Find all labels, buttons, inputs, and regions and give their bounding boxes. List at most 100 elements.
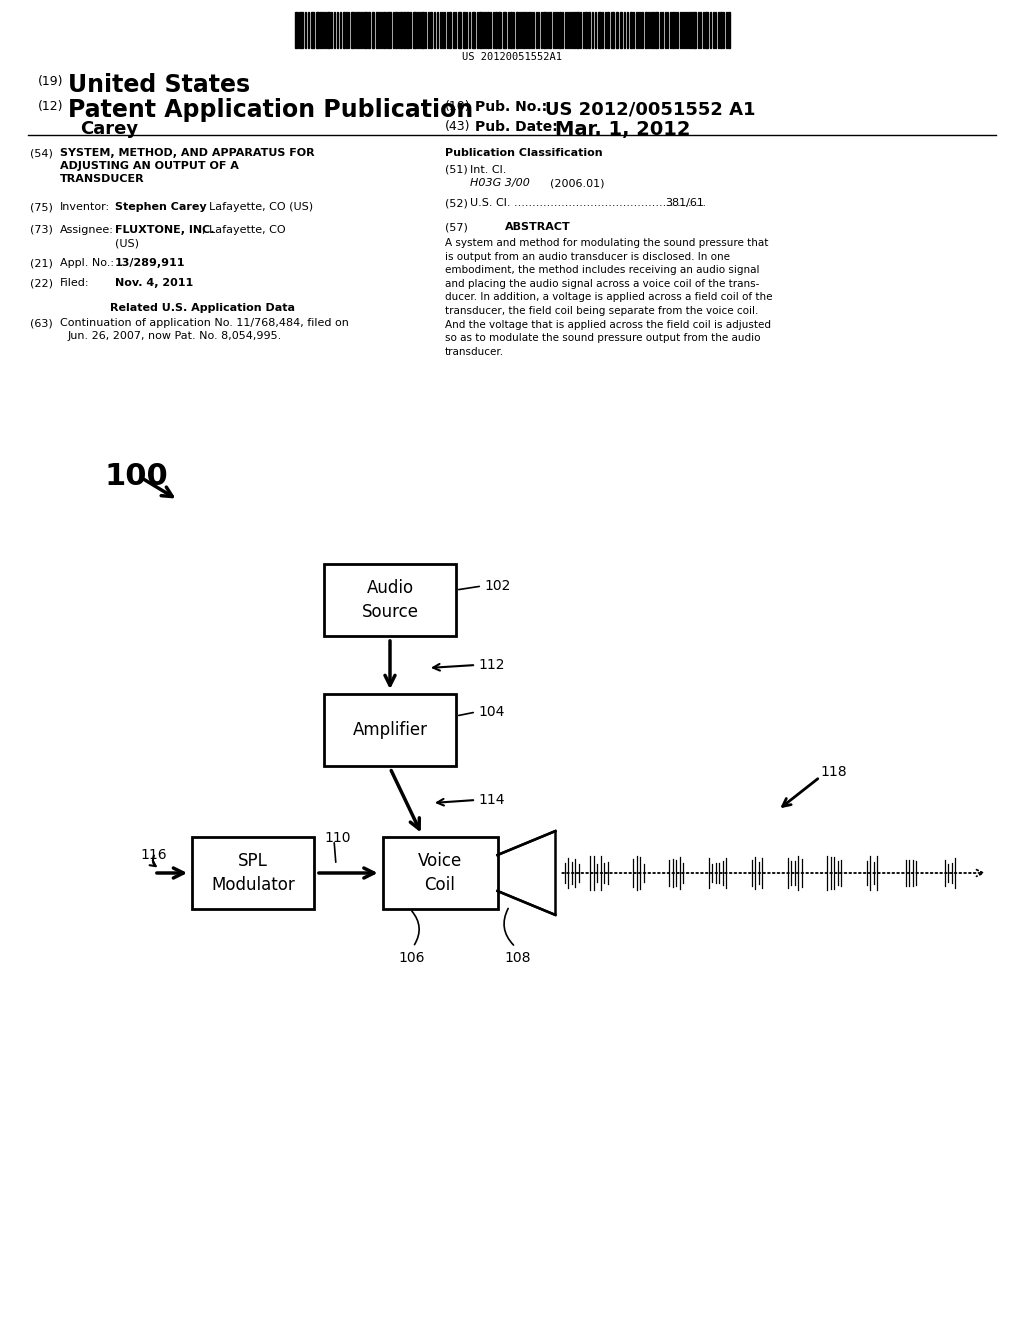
Bar [311, 12, 314, 48]
Bar [383, 837, 498, 909]
Text: 102: 102 [484, 579, 510, 593]
Text: Patent Application Publication: Patent Application Publication [68, 98, 473, 121]
Bar [549, 12, 551, 48]
Bar [498, 12, 501, 48]
Bar [324, 694, 456, 766]
Text: Assignee:: Assignee: [60, 224, 114, 235]
Text: Nov. 4, 2011: Nov. 4, 2011 [115, 279, 194, 288]
Bar [528, 12, 530, 48]
Bar [295, 12, 297, 48]
Bar [607, 12, 609, 48]
Text: (73): (73) [30, 224, 53, 235]
Text: (2006.01): (2006.01) [550, 178, 604, 187]
Bar [388, 12, 391, 48]
Bar [458, 12, 461, 48]
Text: , Lafayette, CO (US): , Lafayette, CO (US) [202, 202, 313, 213]
Bar [620, 12, 622, 48]
Text: 106: 106 [398, 950, 425, 965]
Text: United States: United States [68, 73, 250, 96]
Text: 116: 116 [140, 847, 167, 862]
Text: U.S. Cl. .....................................................: U.S. Cl. ...............................… [470, 198, 707, 209]
Bar [616, 12, 618, 48]
Text: A system and method for modulating the sound pressure that
is output from an aud: A system and method for modulating the s… [445, 238, 772, 356]
Bar [413, 12, 416, 48]
Bar [693, 12, 696, 48]
Bar [403, 12, 406, 48]
Text: ADJUSTING AN OUTPUT OF A: ADJUSTING AN OUTPUT OF A [60, 161, 239, 172]
Text: 118: 118 [820, 766, 847, 779]
Text: 381/61: 381/61 [665, 198, 703, 209]
Bar [327, 12, 330, 48]
Bar [343, 12, 345, 48]
Text: (57): (57) [445, 222, 468, 232]
Text: US 20120051552A1: US 20120051552A1 [462, 51, 562, 62]
Bar [503, 12, 506, 48]
Bar [645, 12, 647, 48]
Text: Jun. 26, 2007, now Pat. No. 8,054,995.: Jun. 26, 2007, now Pat. No. 8,054,995. [68, 331, 283, 341]
Text: (43): (43) [445, 120, 470, 133]
Bar [430, 12, 432, 48]
Text: H03G 3/00: H03G 3/00 [470, 178, 529, 187]
Bar [495, 12, 497, 48]
Bar [573, 12, 575, 48]
Bar [383, 12, 385, 48]
Text: US 2012/0051552 A1: US 2012/0051552 A1 [545, 100, 756, 117]
Bar [611, 12, 614, 48]
Bar [598, 12, 601, 48]
Bar [588, 12, 590, 48]
Bar [543, 12, 546, 48]
Bar [395, 12, 397, 48]
Text: ABSTRACT: ABSTRACT [505, 222, 570, 232]
Bar [193, 837, 314, 909]
Bar [449, 12, 451, 48]
Bar [479, 12, 482, 48]
Text: Pub. No.:: Pub. No.: [475, 100, 547, 114]
Text: (54): (54) [30, 148, 53, 158]
Text: Filed:: Filed: [60, 279, 89, 288]
Bar [487, 12, 489, 48]
Text: Inventor:: Inventor: [60, 202, 111, 213]
Bar [400, 12, 402, 48]
Bar [472, 12, 475, 48]
Bar [324, 564, 456, 636]
Text: (US): (US) [115, 238, 139, 248]
Bar [559, 12, 561, 48]
Bar [655, 12, 658, 48]
Text: Mar. 1, 2012: Mar. 1, 2012 [555, 120, 690, 139]
Bar [319, 12, 322, 48]
Text: (19): (19) [38, 75, 63, 88]
Bar [705, 12, 708, 48]
Text: 104: 104 [478, 705, 505, 719]
Bar [406, 12, 409, 48]
Bar [421, 12, 424, 48]
Text: Continuation of application No. 11/768,484, filed on: Continuation of application No. 11/768,4… [60, 318, 349, 327]
Text: (63): (63) [30, 318, 53, 327]
Bar [376, 12, 378, 48]
Text: 110: 110 [324, 832, 350, 845]
Text: Appl. No.:: Appl. No.: [60, 257, 114, 268]
Text: (21): (21) [30, 257, 53, 268]
Bar [372, 12, 374, 48]
Text: (75): (75) [30, 202, 53, 213]
Text: TRANSDUCER: TRANSDUCER [60, 174, 144, 183]
Bar [364, 12, 367, 48]
Text: (52): (52) [445, 198, 468, 209]
Text: Stephen Carey: Stephen Carey [115, 202, 207, 213]
Bar [316, 12, 319, 48]
Bar [690, 12, 692, 48]
Bar [630, 12, 632, 48]
Bar [523, 12, 525, 48]
Text: Related U.S. Application Data: Related U.S. Application Data [110, 304, 295, 313]
Text: Int. Cl.: Int. Cl. [470, 165, 507, 176]
Text: (10): (10) [445, 100, 471, 114]
Text: 112: 112 [478, 657, 505, 672]
Bar [728, 12, 730, 48]
Bar [463, 12, 465, 48]
Bar [652, 12, 654, 48]
Text: Publication Classification: Publication Classification [445, 148, 603, 158]
Bar [672, 12, 674, 48]
Text: 108: 108 [504, 950, 530, 965]
Text: Audio
Source: Audio Source [361, 579, 419, 620]
Text: 100: 100 [105, 462, 169, 491]
Bar [575, 12, 579, 48]
